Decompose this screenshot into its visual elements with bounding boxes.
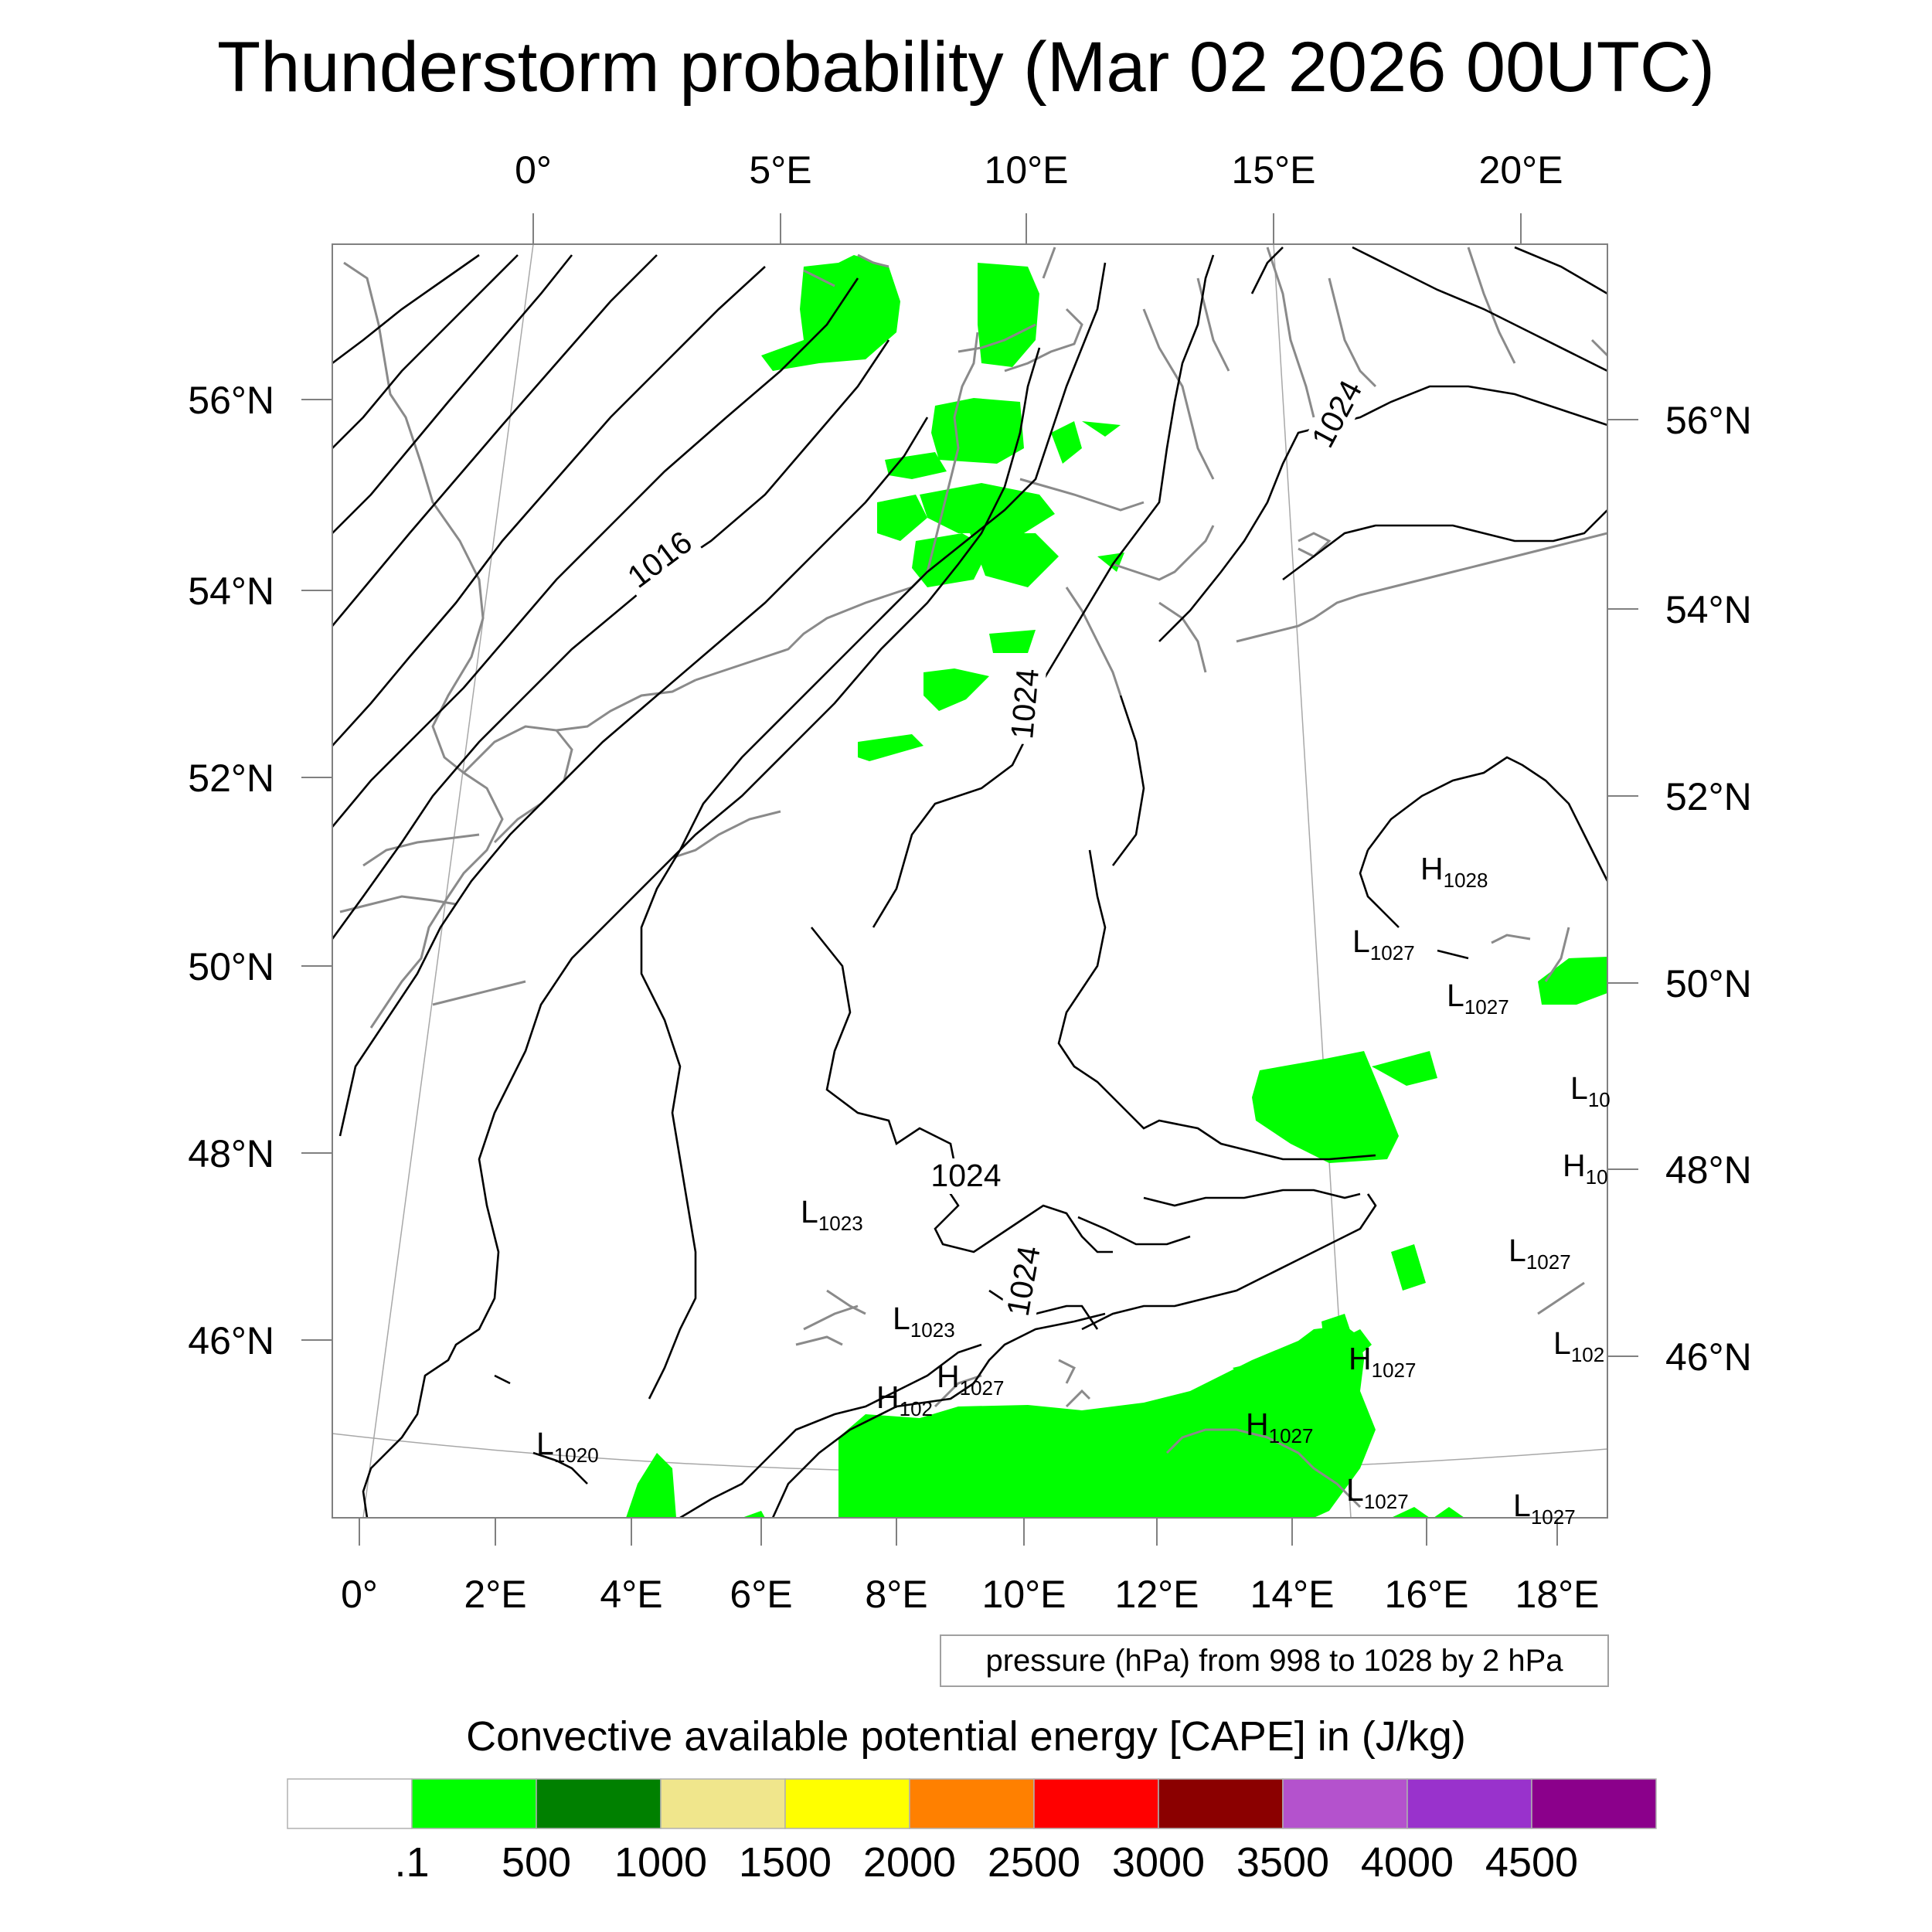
pressure-center-label: H1027 <box>1246 1406 1313 1447</box>
lon-label: 16°E <box>1385 1573 1469 1616</box>
colorbar-swatch <box>1406 1778 1532 1829</box>
colorbar-tick-label: 4500 <box>1485 1839 1578 1886</box>
lon-label: 18°E <box>1515 1573 1600 1616</box>
right-lat-labels: 56°N 54°N 52°N 50°N 48°N 46°N <box>1665 399 1752 1379</box>
colorbar-tick-label: 1500 <box>739 1839 832 1886</box>
lon-label: 14°E <box>1250 1573 1335 1616</box>
pressure-center-label: L102 <box>1553 1325 1604 1366</box>
isobar-label: 1024 <box>1000 1243 1047 1319</box>
lon-label: 4°E <box>600 1573 662 1616</box>
colorbar-swatch <box>1531 1778 1657 1829</box>
pressure-center-label: L1027 <box>1352 923 1415 964</box>
pressure-center-label: H10 <box>1563 1148 1608 1189</box>
lon-label: 12°E <box>1115 1573 1199 1616</box>
pressure-center-label: L1027 <box>1509 1233 1571 1274</box>
lon-label: 0° <box>341 1573 378 1616</box>
colorbar-swatch <box>411 1778 537 1829</box>
pressure-center-label: L1027 <box>1447 978 1509 1019</box>
contour-info-text: pressure (hPa) from 998 to 1028 by 2 hPa <box>985 1644 1563 1678</box>
isobar-label: 1024 <box>1304 374 1369 453</box>
colorbar-tick-label: 2500 <box>988 1839 1080 1886</box>
coastlines-borders <box>339 247 1607 1509</box>
pressure-center-label: H102 <box>876 1379 933 1420</box>
lon-label: 0° <box>515 148 552 192</box>
lat-label: 46°N <box>1665 1335 1752 1379</box>
pressure-center-label: H1027 <box>937 1359 1004 1400</box>
pressure-center-label: L1020 <box>536 1426 599 1467</box>
lat-label: 56°N <box>188 379 274 422</box>
colorbar-tick-label: 1000 <box>614 1839 707 1886</box>
isobar-label: 1024 <box>930 1158 1001 1193</box>
lon-label: 6°E <box>730 1573 792 1616</box>
tick-marks <box>301 213 1638 1546</box>
lon-label: 2°E <box>464 1573 526 1616</box>
pressure-center-label: L1023 <box>893 1301 955 1342</box>
lon-label: 10°E <box>982 1573 1066 1616</box>
colorbar-swatch <box>536 1778 662 1829</box>
lon-label: 8°E <box>865 1573 927 1616</box>
colorbar-tick-label: 4000 <box>1361 1839 1454 1886</box>
lon-label: 20°E <box>1479 148 1563 192</box>
lat-label: 52°N <box>1665 775 1752 818</box>
lat-label: 48°N <box>188 1132 274 1175</box>
lat-label: 56°N <box>1665 399 1752 442</box>
lat-label: 48°N <box>1665 1148 1752 1192</box>
colorbar-swatch <box>1033 1778 1159 1829</box>
map-title: Thunderstorm probability (Mar 02 2026 00… <box>217 28 1715 107</box>
isobars <box>332 246 1607 1518</box>
lat-label: 54°N <box>188 570 274 613</box>
lat-label: 50°N <box>1665 962 1752 1005</box>
colorbar-tick-label: 3500 <box>1236 1839 1329 1886</box>
colorbar-labels: .1 500 1000 1500 2000 2500 3000 3500 4000 4500 <box>394 1839 1578 1886</box>
colorbar-swatch <box>660 1778 786 1829</box>
colorbar-swatch <box>1282 1778 1408 1829</box>
lat-label: 54°N <box>1665 588 1752 631</box>
colorbar-swatch <box>287 1778 413 1829</box>
pressure-center-label: L10 <box>1570 1070 1611 1111</box>
colorbar-boxes <box>287 1778 1657 1829</box>
top-lon-labels: 0° 5°E 10°E 15°E 20°E <box>515 148 1563 192</box>
pressure-center-label: H1027 <box>1349 1341 1416 1382</box>
lat-label: 50°N <box>188 945 274 988</box>
pressure-center-label: H1028 <box>1420 851 1488 892</box>
colorbar-title: Convective available potential energy [C… <box>466 1713 1466 1760</box>
lon-label: 15°E <box>1232 148 1316 192</box>
lat-label: 46°N <box>188 1319 274 1362</box>
colorbar-tick-label: 3000 <box>1112 1839 1205 1886</box>
contour-info-box: pressure (hPa) from 998 to 1028 by 2 hPa <box>940 1634 1609 1687</box>
colorbar-swatch <box>784 1778 910 1829</box>
pressure-center-label: L1027 <box>1513 1488 1576 1529</box>
left-lat-labels: 56°N 54°N 52°N 50°N 48°N 46°N <box>188 379 274 1362</box>
map-panel <box>332 243 1608 1519</box>
colorbar-tick-label: .1 <box>394 1839 429 1886</box>
pressure-center-label: L1027 <box>1346 1472 1409 1513</box>
colorbar: Convective available potential energy [C… <box>287 1713 1657 1886</box>
colorbar-tick-label: 2000 <box>863 1839 956 1886</box>
colorbar-swatch <box>909 1778 1035 1829</box>
isobar-label: 1024 <box>1004 667 1046 740</box>
map-frame <box>332 243 1608 1519</box>
lon-label: 10°E <box>985 148 1069 192</box>
cape-fill-areas <box>626 255 1607 1518</box>
pressure-center-label: L1023 <box>801 1194 863 1235</box>
lon-label: 5°E <box>749 148 811 192</box>
colorbar-swatch <box>1158 1778 1284 1829</box>
colorbar-tick-label: 500 <box>502 1839 571 1886</box>
bottom-lon-labels: 0° 2°E 4°E 6°E 8°E 10°E 12°E 14°E 16°E 1… <box>341 1573 1599 1616</box>
lat-label: 52°N <box>188 757 274 800</box>
pressure-centers: H1028 L1027 L1027 L10 H10 L1023 L1023 L1… <box>536 851 1611 1529</box>
